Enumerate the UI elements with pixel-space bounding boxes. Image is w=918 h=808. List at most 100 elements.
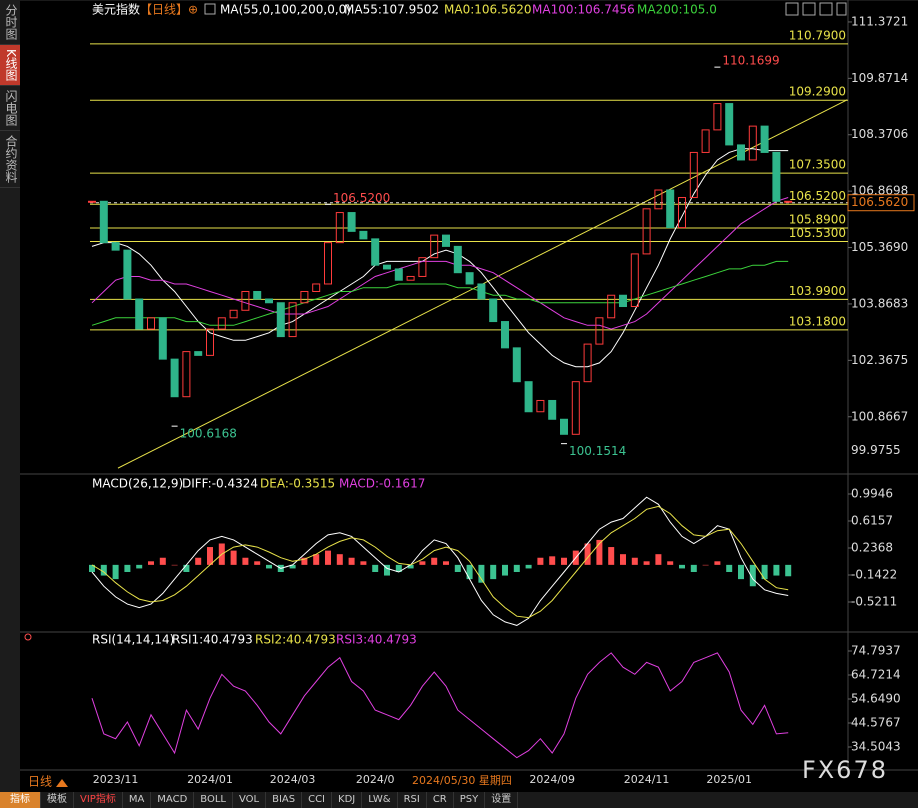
macd-bar — [159, 557, 166, 565]
macd-bar — [761, 564, 768, 580]
candle — [170, 358, 179, 398]
macd-bar — [561, 557, 567, 565]
macd-bar — [608, 547, 615, 565]
candle — [442, 234, 450, 247]
toolbar-item[interactable]: LW& — [362, 792, 398, 808]
ma-line — [91, 260, 789, 326]
toolbar-icons[interactable] — [785, 2, 847, 16]
ma-line — [91, 148, 789, 368]
y-tick-label: 64.7214 — [851, 667, 901, 681]
x-tick-label: 2025/01 — [706, 773, 752, 786]
y-tick-label: 34.5043 — [851, 739, 901, 753]
candle — [501, 321, 509, 349]
candle — [654, 189, 663, 210]
candle — [406, 275, 415, 281]
toolbar-item[interactable]: CR — [427, 792, 454, 808]
macd-bar — [785, 564, 792, 577]
macd-bar — [384, 564, 390, 576]
macd-bar — [301, 557, 308, 565]
macd-bar — [443, 561, 449, 565]
level-label: 110.7900 — [789, 28, 846, 42]
macd-bar — [171, 564, 178, 566]
legend-entry: RSI1:40.4793 — [172, 633, 253, 647]
toolbar-item[interactable]: CCI — [302, 792, 333, 808]
toolbar-item[interactable]: PSY — [454, 792, 486, 808]
macd-bar — [325, 550, 331, 565]
toolbar-item[interactable]: VIP指标 — [74, 792, 123, 808]
sidebar-tab[interactable]: K线图 — [0, 45, 20, 86]
toolbar-item[interactable]: BOLL — [194, 792, 233, 808]
candle — [772, 151, 781, 202]
add-icon[interactable]: ⊕ — [188, 3, 198, 17]
macd-bar — [112, 564, 119, 580]
candle — [430, 234, 439, 259]
legend-entry: MA200:105.0 — [637, 3, 717, 17]
candle — [595, 317, 604, 345]
macd-bar — [372, 564, 379, 572]
macd-bar — [549, 556, 556, 565]
legend-entry: MA55:107.9502 — [344, 3, 439, 17]
icon[interactable] — [204, 3, 216, 15]
level-label: 103.9900 — [789, 284, 846, 298]
macd-bar — [655, 554, 662, 565]
toolbar-item[interactable]: MA — [123, 792, 152, 808]
macd-bar — [89, 564, 95, 572]
period-arrow — [56, 779, 68, 787]
candle — [737, 144, 745, 161]
period[interactable]: 日线 — [28, 775, 52, 789]
toolbar-item[interactable]: RSI — [398, 792, 427, 808]
y-tick-label: 44.5767 — [851, 715, 901, 729]
candle — [607, 294, 616, 319]
toolbar-item[interactable]: BIAS — [266, 792, 303, 808]
macd-bar — [183, 564, 190, 572]
sidebar-tab[interactable]: 合约资料 — [0, 131, 20, 188]
annotation: 106.5200 — [333, 191, 390, 205]
candle — [241, 290, 250, 311]
toolbar-item[interactable]: 指标 — [0, 792, 41, 808]
sidebar-tab[interactable]: 闪电图 — [0, 86, 20, 131]
candle — [276, 302, 285, 338]
macd-bar — [360, 561, 367, 565]
annotation: 100.6168 — [180, 427, 237, 441]
candle — [253, 290, 262, 300]
candle — [312, 283, 321, 292]
chart-title: MACD(26,12,9) — [92, 477, 183, 491]
level-label: 109.2900 — [789, 85, 846, 99]
candle — [689, 151, 698, 199]
macd-bar — [431, 557, 438, 565]
macd-bar — [513, 564, 520, 572]
chart-title: 美元指数 — [92, 2, 140, 17]
macd-bar — [490, 564, 497, 580]
macd-bar — [100, 564, 107, 576]
x-tick-label: 2024/0 — [356, 773, 395, 786]
candle — [678, 197, 686, 229]
chart-title: RSI(14,14,14) — [92, 633, 174, 647]
toolbar-item[interactable]: 模板 — [41, 792, 74, 808]
macd-bar — [537, 557, 544, 565]
candle — [701, 129, 710, 153]
macd-bar — [749, 564, 756, 587]
macd-bar — [466, 564, 473, 580]
toolbar-item[interactable]: 设置 — [485, 792, 519, 808]
candle — [194, 351, 203, 356]
x-tick-label: 2024/11 — [624, 773, 670, 786]
candle — [300, 290, 309, 304]
macd-bar — [667, 561, 674, 565]
sidebar-tab[interactable]: 分时图 — [0, 0, 20, 45]
toolbar-item[interactable]: KDJ — [332, 792, 363, 808]
candle — [784, 200, 793, 203]
toolbar: 指标 模板 VIP指标 MA MACD BOLL VOL BIAS CCI KDJ LW& RSI CR… — [0, 792, 918, 808]
toolbar-item[interactable]: MACD — [151, 792, 195, 808]
candle — [571, 381, 580, 435]
y-tick-label: -0.1422 — [851, 568, 897, 582]
toolbar-item[interactable]: VOL — [233, 792, 267, 808]
macd-line — [91, 496, 789, 626]
annotation: 100.1514 — [569, 444, 626, 458]
macd-bar — [395, 564, 402, 572]
macd-bar — [643, 561, 650, 565]
candle — [265, 298, 273, 304]
y-tick-label: 0.6157 — [851, 513, 893, 527]
macd-bar — [738, 564, 744, 580]
y-bottom-label: 99.9755 — [851, 443, 901, 457]
legend-entry: MA100:106.7456 — [532, 3, 635, 17]
